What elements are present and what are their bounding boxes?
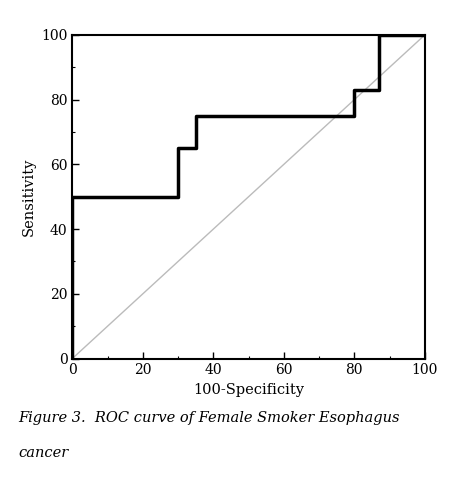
X-axis label: 100-Specificity: 100-Specificity bbox=[193, 383, 304, 397]
Y-axis label: Sensitivity: Sensitivity bbox=[22, 157, 36, 236]
Text: cancer: cancer bbox=[18, 446, 68, 460]
Text: Figure 3.  ROC curve of Female Smoker Esophagus: Figure 3. ROC curve of Female Smoker Eso… bbox=[18, 411, 399, 425]
